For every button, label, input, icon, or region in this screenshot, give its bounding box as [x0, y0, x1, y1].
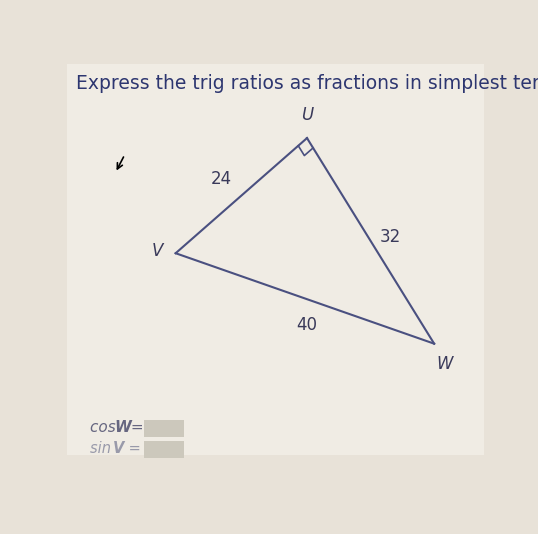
Text: W: W — [436, 355, 453, 373]
Text: V: V — [151, 242, 162, 260]
Text: W: W — [114, 420, 131, 435]
Bar — [144, 441, 184, 458]
Text: U: U — [301, 106, 313, 124]
Text: =: = — [125, 420, 143, 435]
Text: sin: sin — [90, 441, 116, 456]
Text: 40: 40 — [296, 316, 317, 334]
Text: cos: cos — [90, 420, 121, 435]
Text: =: = — [124, 441, 141, 456]
Text: V: V — [113, 441, 124, 456]
Bar — [144, 420, 184, 437]
Text: Express the trig ratios as fractions in simplest terms.: Express the trig ratios as fractions in … — [75, 74, 538, 93]
Text: 24: 24 — [211, 170, 232, 188]
Text: 32: 32 — [380, 228, 401, 246]
